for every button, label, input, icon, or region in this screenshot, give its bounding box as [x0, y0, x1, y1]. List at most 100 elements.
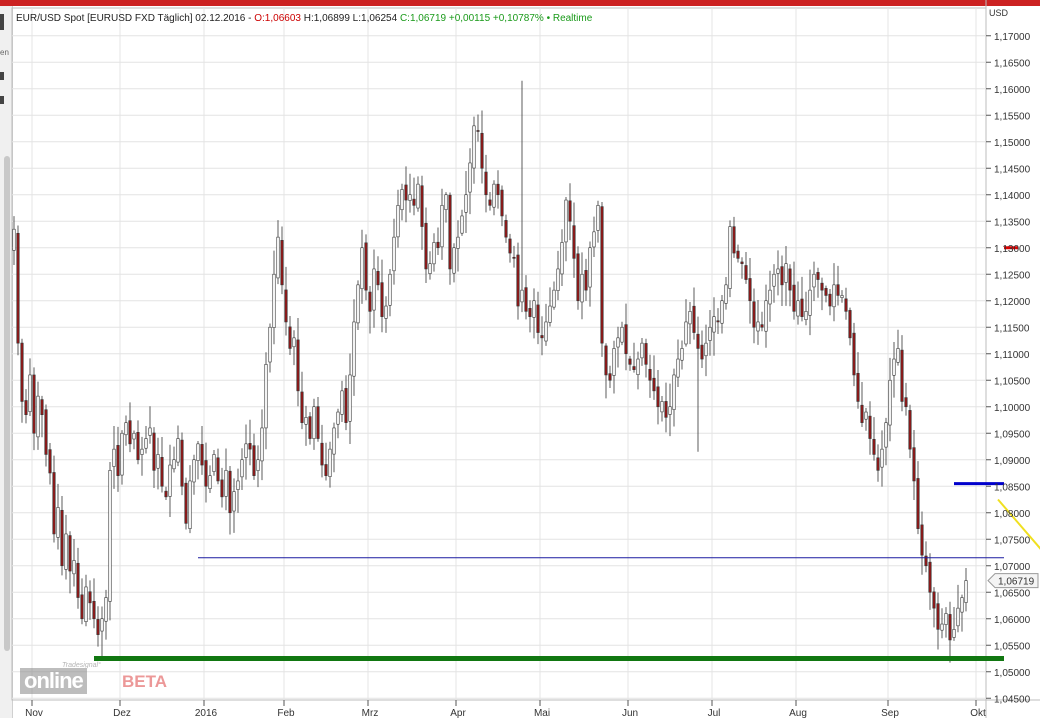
candle — [52, 455, 56, 543]
candle-body — [424, 222, 428, 270]
candle — [828, 288, 832, 316]
candle-body — [756, 321, 760, 332]
candle-body — [524, 287, 528, 312]
candle-body — [504, 220, 508, 238]
candle — [876, 444, 880, 482]
candle — [268, 323, 272, 373]
y-axis: 1,17000 1,16500 1,16000 1,15500 1,15000 1,145… — [986, 32, 1039, 705]
candle-body — [400, 189, 404, 211]
candle-body — [808, 289, 812, 316]
candle — [812, 261, 816, 301]
candle-body — [720, 300, 724, 324]
candle — [328, 441, 332, 488]
candle-body — [348, 374, 352, 422]
candle — [480, 110, 484, 184]
candle-body — [964, 580, 968, 603]
candle-body — [736, 250, 740, 259]
candle — [216, 448, 220, 485]
candle — [880, 430, 884, 487]
candle-body — [644, 343, 648, 365]
candle — [808, 269, 812, 336]
candle-body — [468, 162, 472, 193]
candle-body — [840, 295, 844, 298]
candle — [932, 587, 936, 628]
vertical-scrollbar[interactable] — [4, 156, 10, 651]
candle — [68, 531, 72, 594]
candle-body — [276, 236, 280, 279]
candle-body — [532, 300, 536, 318]
candle-body — [868, 415, 872, 439]
candle — [424, 207, 428, 284]
candle-body — [148, 427, 152, 436]
candle — [400, 183, 404, 221]
candle-body — [904, 397, 908, 408]
candle — [212, 450, 216, 476]
candle — [772, 264, 776, 303]
candle — [824, 285, 828, 303]
x-tick-label: Dez — [113, 708, 131, 718]
y-tick-label: 1,05500 — [994, 641, 1031, 652]
candle — [648, 354, 652, 398]
candle-body — [792, 284, 796, 312]
candle-body — [116, 445, 120, 476]
candle-body — [24, 400, 28, 415]
open-value: O:1,06603 — [254, 13, 301, 24]
candle-body — [108, 470, 112, 602]
left-tab-marker[interactable] — [0, 14, 4, 30]
candle-body — [136, 432, 140, 461]
candle — [600, 202, 604, 357]
x-tick-label: 2016 — [195, 708, 218, 718]
candle — [952, 606, 956, 641]
candle — [204, 442, 208, 503]
candle-body — [656, 386, 660, 408]
y-axis-unit: USD — [989, 8, 1009, 18]
candle-body — [96, 619, 100, 635]
candle — [104, 589, 108, 640]
candle — [792, 261, 796, 320]
candle — [256, 445, 260, 488]
candle — [80, 578, 84, 625]
candle — [484, 154, 488, 213]
candle — [560, 229, 564, 286]
candle-body — [696, 333, 700, 349]
candle-body — [300, 391, 304, 423]
candle — [44, 404, 48, 467]
candle — [84, 574, 88, 627]
candle-body — [304, 417, 308, 425]
candle — [240, 448, 244, 491]
candle — [920, 511, 924, 575]
candle — [152, 427, 156, 488]
candle — [472, 116, 476, 184]
candle — [904, 382, 908, 416]
candle-body — [476, 130, 480, 132]
candle-body — [648, 369, 652, 381]
candle-body — [536, 304, 540, 333]
candle-body — [560, 242, 564, 275]
candle-body — [124, 422, 128, 436]
candle-body — [636, 358, 640, 376]
candle — [324, 442, 328, 481]
candle — [604, 343, 608, 399]
candle — [340, 380, 344, 422]
left-tab-marker[interactable] — [0, 96, 4, 104]
candle-body — [372, 268, 376, 311]
candle — [464, 171, 468, 233]
candle — [300, 371, 304, 430]
candle-body — [728, 226, 732, 289]
candle-body — [388, 273, 392, 306]
candle — [784, 246, 788, 306]
candle — [444, 192, 448, 223]
candle — [760, 311, 764, 332]
left-tab-marker[interactable] — [0, 72, 4, 80]
candle — [524, 275, 528, 320]
candle — [576, 246, 580, 310]
candle-body — [572, 225, 576, 259]
candle-body — [204, 460, 208, 487]
candle-body — [316, 406, 320, 439]
candle-body — [760, 324, 764, 328]
candle — [960, 594, 964, 632]
candle-body — [444, 194, 448, 210]
top-accent-bar — [0, 0, 1040, 6]
candle — [840, 290, 844, 303]
